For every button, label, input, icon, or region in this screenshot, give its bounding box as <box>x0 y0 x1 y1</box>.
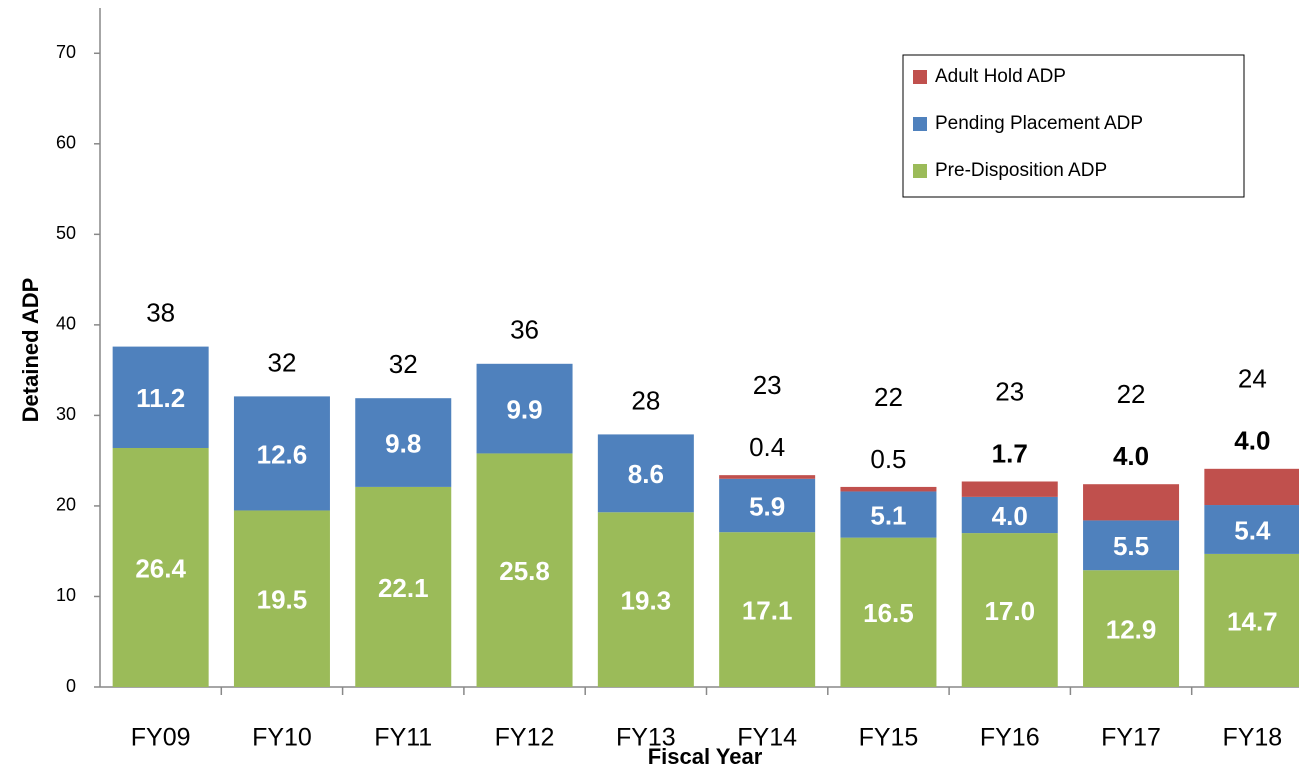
data-label: 5.4 <box>1234 515 1271 545</box>
data-label: 4.0 <box>1234 426 1270 456</box>
y-tick-label: 70 <box>56 42 76 62</box>
x-tick-label: FY12 <box>495 724 555 752</box>
total-label: 24 <box>1238 364 1267 394</box>
bar-segment <box>719 532 816 687</box>
bar-segment <box>840 537 937 687</box>
data-label: 8.6 <box>628 459 664 489</box>
y-tick-label: 60 <box>56 133 76 153</box>
bar-segment <box>1083 520 1180 571</box>
bar-segment <box>112 346 209 448</box>
y-tick-label: 0 <box>66 676 76 696</box>
x-tick-label: FY17 <box>1101 724 1161 752</box>
data-label: 4.0 <box>992 501 1028 531</box>
data-label: 17.1 <box>742 595 793 625</box>
total-label: 38 <box>146 297 175 327</box>
bar-segment <box>355 486 452 687</box>
x-tick-label: FY14 <box>737 724 797 752</box>
y-tick-label: 40 <box>56 314 76 334</box>
legend-swatch <box>913 70 927 84</box>
total-label: 22 <box>874 382 903 412</box>
x-tick-label: FY18 <box>1222 724 1282 752</box>
total-label: 22 <box>1117 379 1146 409</box>
x-tick-label: FY16 <box>980 724 1040 752</box>
y-tick-label: 10 <box>56 585 76 605</box>
bar-segment <box>233 396 330 511</box>
data-label: 5.9 <box>749 491 785 521</box>
total-label: 32 <box>389 349 418 379</box>
total-label: 36 <box>510 315 539 345</box>
data-label: 22.1 <box>378 573 429 603</box>
x-tick-label: FY09 <box>131 724 191 752</box>
data-label: 0.5 <box>870 444 906 474</box>
bar-segment <box>719 475 816 479</box>
data-label: 1.7 <box>992 438 1028 468</box>
x-tick-label: FY11 <box>374 724 432 752</box>
y-tick-label: 30 <box>56 404 76 424</box>
legend-label: Pending Placement ADP <box>935 113 1143 134</box>
data-label: 16.5 <box>863 598 914 628</box>
legend-label: Adult Hold ADP <box>935 66 1066 87</box>
bar-segment <box>1204 468 1299 506</box>
data-label: 25.8 <box>499 556 550 586</box>
data-label: 5.5 <box>1113 531 1149 561</box>
bar-segment <box>1083 570 1180 687</box>
legend-swatch <box>913 164 927 178</box>
bar-segment <box>961 481 1058 497</box>
data-label: 19.5 <box>257 585 308 615</box>
bar-segment <box>112 447 209 687</box>
y-axis-title: Detained ADP <box>18 278 43 423</box>
total-label: 32 <box>267 347 296 377</box>
bar-segment <box>355 398 452 487</box>
bar-segment <box>1204 505 1299 554</box>
total-label: 28 <box>631 385 660 415</box>
total-label: 23 <box>753 370 782 400</box>
data-label: 9.9 <box>506 394 542 424</box>
bar-segment <box>1083 484 1180 521</box>
legend-swatch <box>913 117 927 131</box>
data-label: 11.2 <box>136 383 185 413</box>
total-label: 23 <box>995 376 1024 406</box>
bar-segment <box>597 434 694 513</box>
x-axis-title: Fiscal Year <box>648 744 763 769</box>
data-label: 5.1 <box>870 500 906 530</box>
bar-segment <box>1204 553 1299 687</box>
bar-segment <box>961 533 1058 687</box>
data-label: 19.3 <box>621 586 672 616</box>
bar-segment <box>840 486 937 492</box>
bar-segment <box>233 510 330 687</box>
x-tick-label: FY15 <box>859 724 919 752</box>
data-label: 14.7 <box>1227 606 1278 636</box>
y-tick-label: 20 <box>56 495 76 515</box>
x-tick-label: FY10 <box>252 724 312 752</box>
data-label: 26.4 <box>135 553 186 583</box>
data-label: 17.0 <box>984 596 1035 626</box>
bar-segment <box>719 478 816 533</box>
data-label: 4.0 <box>1113 441 1149 471</box>
bar-segment <box>597 512 694 687</box>
data-label: 0.4 <box>749 432 785 462</box>
bar-segment <box>476 363 573 454</box>
data-label: 9.8 <box>385 428 421 458</box>
legend-label: Pre-Disposition ADP <box>935 160 1107 181</box>
bar-segment <box>961 496 1058 534</box>
y-tick-label: 50 <box>56 223 76 243</box>
bar-segment <box>840 491 937 538</box>
bar-segment <box>476 453 573 687</box>
legend-box <box>902 54 1245 198</box>
x-tick-label: FY13 <box>616 724 676 752</box>
data-label: 12.6 <box>257 439 308 469</box>
data-label: 12.9 <box>1106 614 1157 644</box>
